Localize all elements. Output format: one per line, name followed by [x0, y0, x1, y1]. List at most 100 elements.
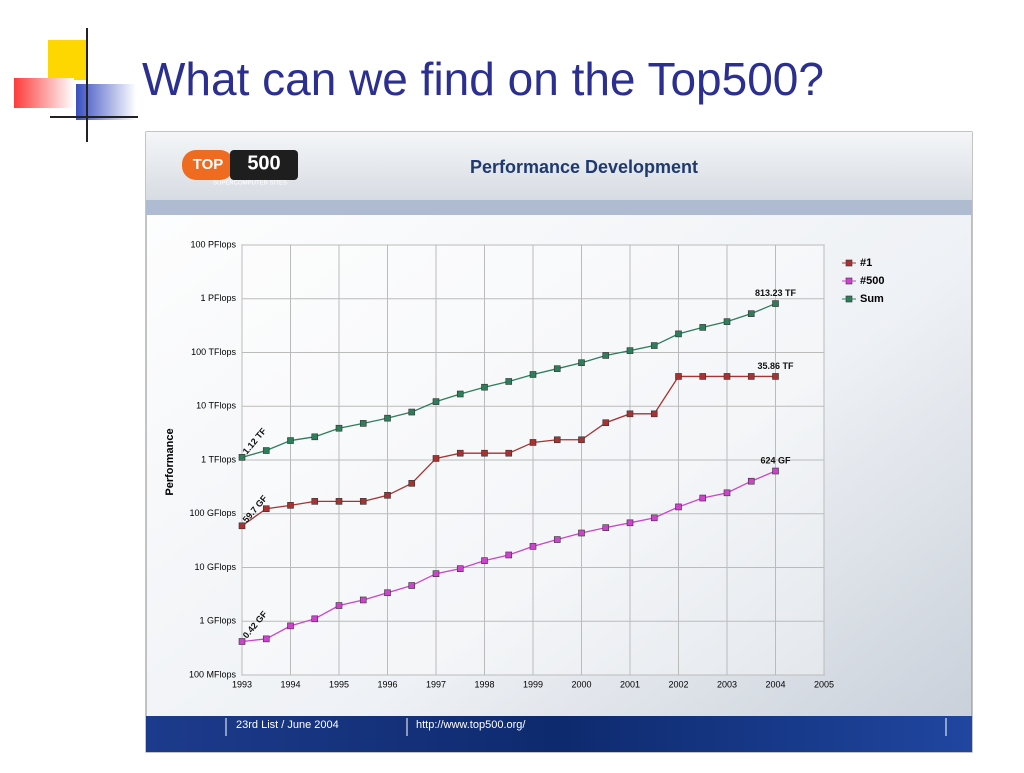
- data-point: [772, 373, 779, 380]
- data-point: [602, 352, 610, 359]
- x-tick-label: 1996: [377, 679, 397, 689]
- data-point: [553, 536, 561, 543]
- x-tick-label: 1997: [426, 679, 446, 689]
- footer-url: http://www.top500.org/: [416, 719, 526, 731]
- data-point: [772, 300, 779, 307]
- logo-500: 500: [247, 152, 280, 174]
- data-point: [432, 398, 440, 405]
- data-point: [529, 543, 537, 550]
- data-point: [626, 519, 634, 527]
- data-point: [699, 324, 707, 331]
- y-tick-label: 10 TFlops: [196, 401, 236, 411]
- x-tick-label: 2001: [620, 679, 640, 689]
- data-point: [602, 419, 610, 427]
- data-point: [238, 638, 246, 645]
- data-point: [262, 505, 270, 513]
- x-tick-label: 2004: [765, 679, 785, 689]
- data-label: 813.23 TF: [755, 288, 797, 298]
- data-point: [335, 424, 343, 432]
- decoration: [14, 28, 138, 142]
- data-point: [311, 498, 319, 505]
- data-point: [408, 408, 416, 416]
- data-point: [675, 373, 682, 380]
- legend-label: #1: [860, 257, 872, 269]
- data-point: [699, 373, 707, 380]
- data-point: [723, 489, 731, 497]
- y-axis-label: Performance: [164, 428, 176, 495]
- data-point: [335, 602, 343, 609]
- data-point: [675, 503, 682, 511]
- x-tick-label: 1999: [523, 679, 543, 689]
- x-tick-label: 2000: [571, 679, 591, 689]
- data-point: [723, 373, 731, 380]
- x-tick-label: 1995: [329, 679, 349, 689]
- data-point: [747, 477, 755, 485]
- data-point: [747, 373, 755, 380]
- data-point: [287, 622, 294, 630]
- data-point: [359, 498, 367, 505]
- data-point: [311, 615, 319, 623]
- data-point: [626, 347, 634, 354]
- data-point: [505, 449, 513, 457]
- legend-label: Sum: [860, 293, 884, 305]
- x-tick-label: 2003: [717, 679, 737, 689]
- data-point: [384, 492, 391, 499]
- data-point: [432, 455, 440, 462]
- data-point: [287, 437, 294, 444]
- data-point: [602, 524, 610, 531]
- data-point: [578, 529, 585, 537]
- data-label: 35.86 TF: [757, 361, 794, 371]
- data-point: [578, 359, 585, 367]
- data-point: [311, 433, 319, 441]
- data-point: [262, 635, 270, 643]
- x-tick-label: 1998: [474, 679, 494, 689]
- data-point: [408, 480, 416, 487]
- data-point: [481, 383, 488, 391]
- chart-panel: TOP 500 SUPERCOMPUTER SITES Performance …: [145, 131, 973, 753]
- data-point: [456, 390, 464, 398]
- data-point: [238, 522, 246, 530]
- y-tick-label: 100 TFlops: [191, 347, 236, 357]
- data-point: [408, 582, 416, 589]
- data-point: [481, 449, 488, 457]
- data-point: [238, 454, 246, 461]
- y-tick-label: 100 PFlops: [190, 239, 236, 249]
- data-point: [747, 310, 755, 317]
- data-point: [335, 498, 343, 505]
- plot: 100 MFlops 1 GFlops 10 GFlops 100 GFlops 1 T…: [189, 239, 885, 689]
- data-point: [553, 365, 561, 372]
- y-tick-label: 100 GFlops: [189, 508, 236, 518]
- data-point: [626, 410, 634, 418]
- data-point: [578, 436, 585, 444]
- data-point: [505, 551, 513, 559]
- x-tick-label: 1994: [280, 679, 300, 689]
- data-point: [287, 502, 294, 509]
- data-point: [553, 436, 561, 444]
- x-tick-label: 2005: [814, 679, 834, 689]
- logo-sub: SUPERCOMPUTER SITES: [213, 181, 287, 187]
- data-point: [262, 447, 270, 454]
- y-tick-label: 1 GFlops: [199, 616, 236, 626]
- y-tick-label: 100 MFlops: [189, 669, 237, 679]
- chart-title: Performance Development: [470, 157, 698, 177]
- data-point: [456, 565, 464, 572]
- data-point: [650, 514, 658, 522]
- legend-label: #500: [860, 275, 884, 287]
- footer-list: 23rd List / June 2004: [236, 719, 339, 731]
- slide-title: What can we find on the Top500?: [142, 53, 824, 105]
- data-point: [723, 318, 731, 325]
- data-point: [384, 589, 391, 597]
- data-point: [481, 557, 488, 564]
- logo-top: TOP: [193, 156, 224, 173]
- data-point: [359, 420, 367, 427]
- data-label: 624 GF: [760, 455, 791, 465]
- y-tick-label: 1 PFlops: [200, 293, 236, 303]
- data-point: [432, 570, 440, 577]
- data-point: [505, 378, 513, 385]
- data-point: [529, 371, 537, 378]
- data-point: [359, 596, 367, 604]
- x-tick-label: 2002: [668, 679, 688, 689]
- data-point: [699, 494, 707, 502]
- data-point: [650, 342, 658, 349]
